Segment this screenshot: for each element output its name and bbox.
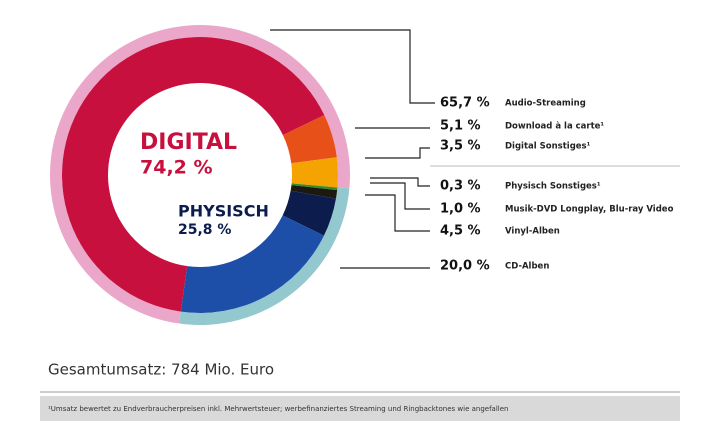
leader-line [370,182,430,210]
leader-line [370,177,430,187]
legend-label: Musik-DVD Longplay, Blu-ray Video [505,205,674,215]
leader-line [270,29,435,104]
legend-label: Digital Sonstiges¹ [505,142,591,152]
group-segment [179,187,350,325]
value-label: 65,7 % [440,96,490,111]
value-label: 1,0 % [440,202,481,217]
value-label: 3,5 % [440,139,481,154]
leader-lines [270,29,680,269]
segment [291,157,339,188]
leader-line [365,147,430,159]
leader-line [365,194,430,232]
segment [282,190,336,236]
value-label: 20,0 % [440,259,490,274]
legend-label: Download à la carte¹ [505,122,604,132]
group-name: PHYSISCH [178,202,269,221]
legend-label: Vinyl-Alben [505,227,560,237]
value-label: 4,5 % [440,224,481,239]
value-label: 5,1 % [440,119,481,134]
legend-label: Audio-Streaming [505,99,586,109]
segment [290,185,338,199]
legend-label: Physisch Sonstiges¹ [505,182,601,192]
legend-label: CD-Alben [505,262,549,272]
total-label: Gesamtumsatz: 784 Mio. Euro [48,361,274,379]
group-name: DIGITAL [140,130,237,155]
value-label: 0,3 % [440,179,481,194]
group-value-label: 74,2 % [140,157,213,179]
segment [61,37,325,312]
group-value-label: 25,8 % [178,222,231,238]
segment [180,215,324,313]
footnote-band [40,396,680,421]
segment [291,183,338,191]
segment [282,115,337,164]
footnote: ¹Umsatz bewertet zu Endverbraucherpreise… [48,405,508,413]
